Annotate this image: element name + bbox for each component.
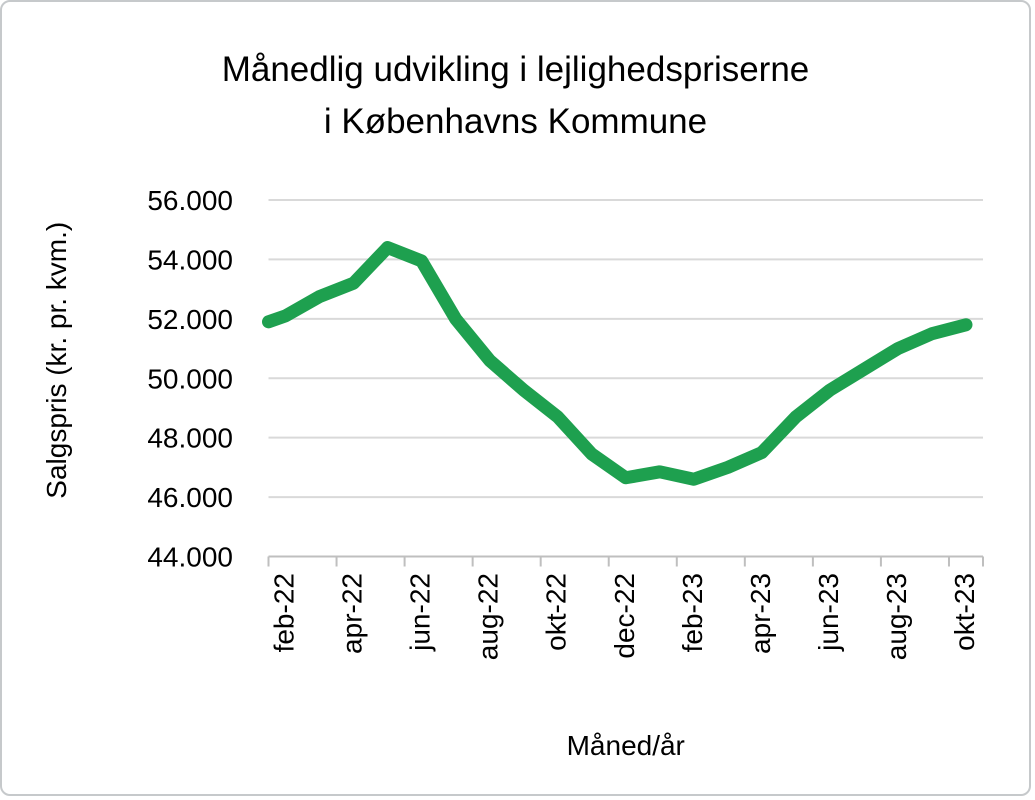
x-tick-label-apr-22: apr-22	[337, 573, 368, 654]
y-tick-label-48.000: 48.000	[147, 423, 233, 454]
x-tick-label-jun-23: jun-23	[813, 573, 844, 652]
y-tick-label-56.000: 56.000	[147, 185, 233, 216]
chart-title: Månedlig udvikling i lejlighedspriserne …	[2, 44, 1029, 148]
x-tick-label-feb-23: feb-23	[677, 573, 708, 652]
y-tick-label-52.000: 52.000	[147, 304, 233, 335]
chart-title-line-1: Månedlig udvikling i lejlighedspriserne	[221, 50, 810, 89]
x-tick-label-dec-22: dec-22	[609, 573, 640, 659]
chart-title-line-2: i Københavns Kommune	[323, 102, 708, 141]
price-series-line	[262, 241, 973, 486]
x-tick-label-aug-23: aug-23	[881, 573, 912, 660]
x-axis-title: Måned/år	[567, 730, 685, 761]
x-tick-label-jun-22: jun-22	[405, 573, 436, 652]
x-tick-label-aug-22: aug-22	[473, 573, 504, 660]
x-tick-label-okt-22: okt-22	[541, 573, 572, 651]
y-tick-label-54.000: 54.000	[147, 244, 233, 275]
y-tick-label-50.000: 50.000	[147, 363, 233, 394]
y-axis-title: Salgspris (kr. pr. kvm.)	[41, 222, 72, 499]
x-tick-label-okt-23: okt-23	[949, 573, 980, 651]
y-tick-label-46.000: 46.000	[147, 482, 233, 513]
x-tick-label-feb-22: feb-22	[269, 573, 300, 652]
x-tick-label-apr-23: apr-23	[745, 573, 776, 654]
y-tick-label-44.000: 44.000	[147, 542, 233, 573]
